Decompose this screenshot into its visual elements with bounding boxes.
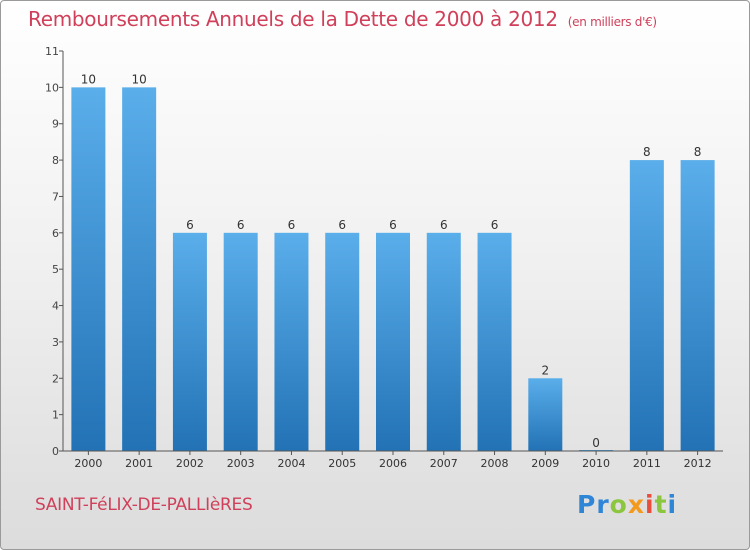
x-tick-label: 2004 xyxy=(277,457,305,470)
x-tick-label: 2001 xyxy=(125,457,153,470)
logo-letter: i xyxy=(667,490,678,519)
bar-2009 xyxy=(528,378,563,451)
y-tick-label: 5 xyxy=(52,263,59,276)
x-tick-label: 2008 xyxy=(481,457,509,470)
data-label: 10 xyxy=(81,72,96,86)
proxiti-logo[interactable]: Proxiti xyxy=(577,490,677,519)
x-tick-label: 2010 xyxy=(582,457,610,470)
data-label: 6 xyxy=(491,218,499,232)
chart-subtitle: (en milliers d'€) xyxy=(567,15,657,29)
bar-2003 xyxy=(223,232,258,451)
logo-letter: o xyxy=(609,490,628,519)
y-tick-label: 10 xyxy=(45,81,59,94)
bar-2002 xyxy=(172,232,207,451)
data-label: 6 xyxy=(440,218,448,232)
data-label: 6 xyxy=(237,218,245,232)
bar-2011 xyxy=(629,160,664,451)
bars-layer xyxy=(71,87,715,451)
x-tick-label: 2002 xyxy=(176,457,204,470)
x-tick-label: 2012 xyxy=(684,457,712,470)
data-label: 6 xyxy=(288,218,296,232)
chart-title: Remboursements Annuels de la Dette de 20… xyxy=(28,7,657,31)
data-label: 8 xyxy=(694,145,702,159)
bar-2008 xyxy=(477,232,512,451)
data-label: 6 xyxy=(186,218,194,232)
x-tick-label: 2009 xyxy=(531,457,559,470)
bar-2005 xyxy=(325,232,360,451)
logo-letter: r xyxy=(596,490,610,519)
data-label: 6 xyxy=(338,218,346,232)
y-tick-label: 11 xyxy=(45,45,59,58)
data-label: 0 xyxy=(592,436,600,450)
logo-letter: P xyxy=(577,490,597,519)
y-tick-label: 4 xyxy=(52,300,59,313)
commune-name: SAINT-FéLIX-DE-PALLIèRES xyxy=(35,495,253,515)
y-tick-label: 6 xyxy=(52,227,59,240)
bar-2004 xyxy=(274,232,309,451)
bar-2000 xyxy=(71,87,106,451)
data-label: 2 xyxy=(541,363,549,377)
logo-letter: t xyxy=(654,490,668,519)
bar-2006 xyxy=(376,232,410,451)
x-tick-label: 2011 xyxy=(633,457,661,470)
logo-letter: x xyxy=(627,490,645,519)
x-tick-label: 2000 xyxy=(74,457,102,470)
logo-letter: i xyxy=(645,490,655,519)
chart-title-text: Remboursements Annuels de la Dette de 20… xyxy=(28,7,558,31)
y-tick-label: 7 xyxy=(52,190,59,203)
y-tick-label: 9 xyxy=(52,118,59,131)
bar-2001 xyxy=(122,87,157,451)
axis-layer xyxy=(59,50,723,455)
x-tick-label: 2007 xyxy=(430,457,458,470)
y-tick-label: 1 xyxy=(52,409,59,422)
x-tick-label: 2005 xyxy=(328,457,356,470)
y-tick-label: 2 xyxy=(52,372,59,385)
data-label: 6 xyxy=(389,218,397,232)
x-tick-label: 2006 xyxy=(379,457,407,470)
bar-2012 xyxy=(680,160,715,451)
data-label: 8 xyxy=(643,145,651,159)
x-tick-label: 2003 xyxy=(227,457,255,470)
y-tick-label: 0 xyxy=(52,445,59,458)
bar-2007 xyxy=(426,232,461,451)
y-tick-label: 8 xyxy=(52,154,59,167)
data-label: 10 xyxy=(132,72,147,86)
y-tick-label: 3 xyxy=(52,336,59,349)
